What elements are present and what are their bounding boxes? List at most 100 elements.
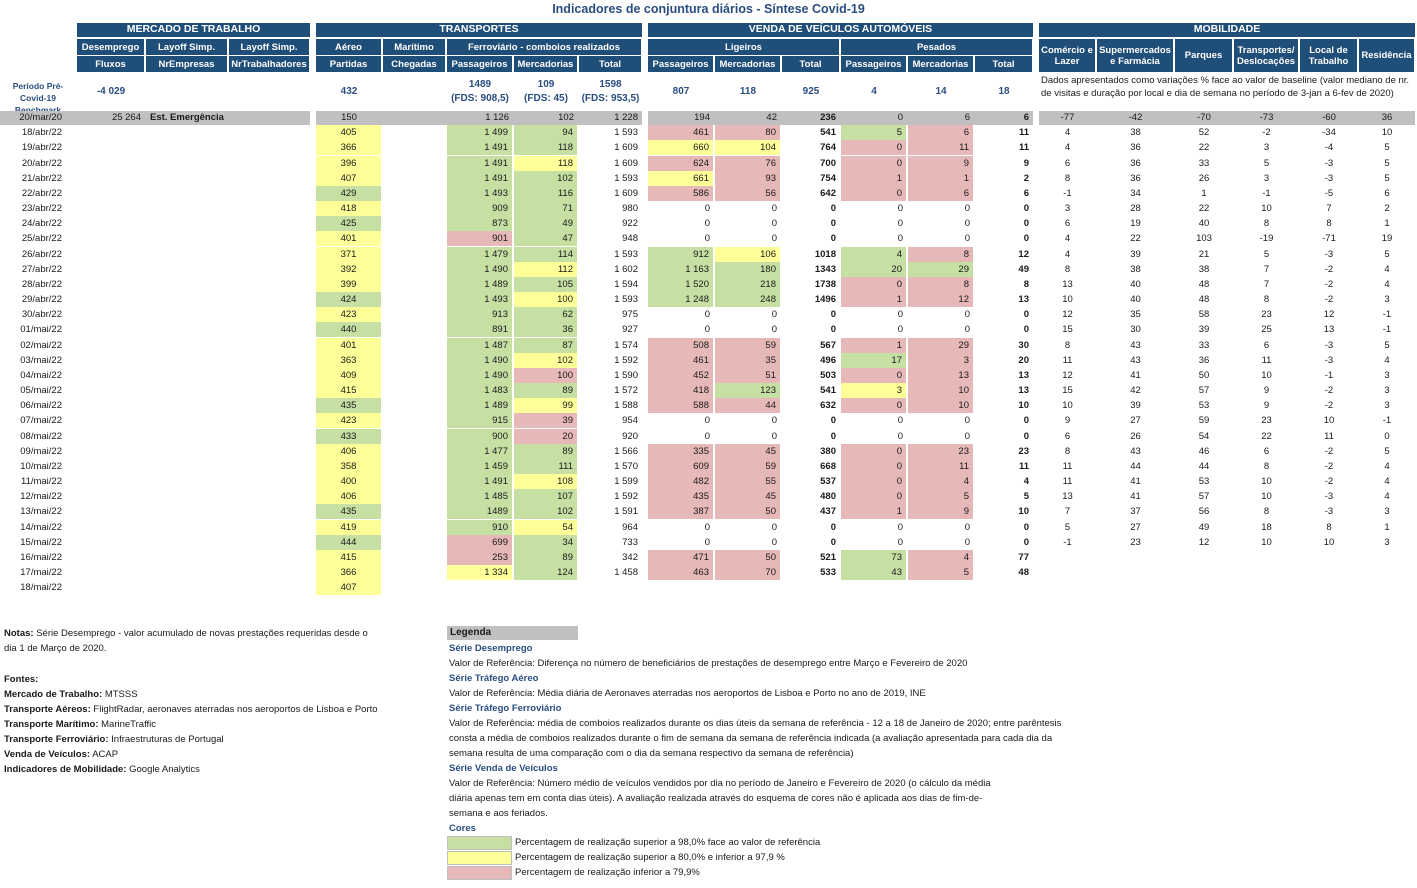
cell-lp: 660 — [648, 140, 714, 155]
cell-fp: 1 483 — [447, 383, 513, 398]
cell-lp: 452 — [648, 368, 714, 383]
cell-mobility: 39 — [1130, 249, 1141, 260]
cell-fm: 111 — [514, 459, 578, 474]
cell-part: 371 — [316, 247, 382, 262]
legend-s1-text: Valor de Referência: Diferença no número… — [449, 658, 968, 669]
cell-mobility: 7 — [1064, 506, 1071, 517]
cell-pt: 10 — [1018, 506, 1029, 517]
cell-lp: 1 520 — [648, 277, 714, 292]
cell-lm: 51 — [715, 368, 781, 383]
cell-mobility: 10 — [1261, 370, 1272, 381]
hdr-desemprego: Desemprego — [77, 39, 145, 55]
cell-part: 425 — [316, 216, 382, 231]
cell-pt: 6 — [1023, 188, 1029, 199]
cell-lt: 0 — [830, 233, 836, 244]
cell-lm: 123 — [715, 383, 781, 398]
cell-part: 423 — [316, 307, 382, 322]
cell-pm: 6 — [908, 125, 974, 140]
cell-lp: 661 — [648, 171, 714, 186]
cell-mobility: 39 — [1198, 324, 1210, 335]
cell-mobility: 48 — [1198, 279, 1210, 290]
cell-ft: 1 566 — [614, 446, 638, 457]
cell-pt: 23 — [1018, 446, 1029, 457]
cell-mobility: 11 — [1261, 355, 1272, 366]
hdr-residencia: Residência — [1359, 39, 1415, 72]
cell-pt: 4 — [1023, 476, 1029, 487]
cell-lm: 0 — [771, 203, 777, 214]
cell-pp: 0 — [841, 368, 907, 383]
cell-lp: 1 163 — [648, 262, 714, 277]
cell-lp: 194 — [694, 112, 710, 123]
cell-mobility: 13 — [1062, 491, 1073, 502]
cell-fm: 94 — [514, 125, 578, 140]
cell-mobility: 26 — [1198, 173, 1210, 184]
cell-part: 366 — [316, 565, 382, 580]
cell-lt: 1496 — [814, 294, 836, 305]
cell-pt: 30 — [1018, 340, 1029, 351]
cell-mobility: 10 — [1261, 476, 1272, 487]
cell-pp: 1 — [841, 292, 907, 307]
cell-mobility: 18 — [1261, 522, 1272, 533]
cell-fm: 89 — [514, 444, 578, 459]
cell-fluxos: 25 264 — [111, 112, 141, 123]
cell-mobility: -2 — [1324, 279, 1334, 290]
cell-mobility: 2 — [1384, 203, 1390, 214]
cell-lt: 700 — [820, 158, 836, 169]
cell-pm: 12 — [908, 292, 974, 307]
cell-part: 358 — [316, 459, 382, 474]
notes-block: Notas: Série Desemprego - valor acumulad… — [4, 626, 404, 656]
cell-pp: 0 — [841, 186, 907, 201]
cell-pt: 9 — [1023, 158, 1029, 169]
cell-lm: 218 — [715, 277, 781, 292]
cell-mobility: 49 — [1198, 522, 1210, 533]
hdr-nrtrabalhadores: NrTrabalhadores — [229, 56, 310, 72]
cell-pp: 0 — [897, 203, 903, 214]
cell-part: 415 — [316, 383, 382, 398]
legend-cores: Cores — [449, 823, 476, 834]
cell-fm: 100 — [514, 368, 578, 383]
benchmark-label: Período Pré-Covid-19 Benchmark — [12, 81, 64, 115]
cell-fp: 1 479 — [447, 247, 513, 262]
hdr-supermercados: Supermercados e Farmácia — [1097, 39, 1174, 72]
cell-mobility: -71 — [1322, 233, 1336, 244]
cell-pm: 9 — [908, 504, 974, 519]
cell-lt: 0 — [830, 309, 836, 320]
cell-ft: 922 — [622, 218, 638, 229]
cell-pm: 29 — [908, 262, 974, 277]
cell-pm: 5 — [908, 565, 974, 580]
cell-mobility: 12 — [1198, 537, 1210, 548]
cell-part: 415 — [316, 550, 382, 565]
cell-pp: 0 — [897, 309, 903, 320]
cell-mobility: 1 — [1201, 188, 1207, 199]
hdr-transportes-desl: Transportes/ Deslocações — [1234, 39, 1299, 72]
source-key: Mercado de Trabalho: — [4, 689, 103, 700]
cell-lm: 180 — [715, 262, 781, 277]
cell-mobility: 4 — [1064, 127, 1071, 138]
cell-pp: 1 — [841, 171, 907, 186]
benchmark-p-merc: 14 — [935, 86, 947, 97]
cell-pm: 10 — [908, 398, 974, 413]
cell-lp: 387 — [648, 504, 714, 519]
cell-mobility: -3 — [1324, 158, 1334, 169]
cell-fm: 99 — [514, 398, 578, 413]
cell-fp: 1 459 — [447, 459, 513, 474]
hdr-p-mercadorias: Mercadorias — [908, 56, 974, 72]
cell-mobility: -1 — [1382, 324, 1392, 335]
legend-block: Série Desemprego Valor de Referência: Di… — [449, 641, 1099, 836]
cell-fm: 71 — [514, 201, 578, 216]
cell-pp: 0 — [897, 233, 903, 244]
cell-mobility: 1 — [1384, 522, 1390, 533]
hdr-p-passageiros: Passageiros — [841, 56, 907, 72]
cell-date: 28/abr/22 — [21, 279, 62, 290]
cell-pp: 0 — [841, 277, 907, 292]
cell-fm: 89 — [514, 383, 578, 398]
cell-mobility: 7 — [1263, 264, 1270, 275]
group-mercado: MERCADO DE TRABALHO — [77, 23, 310, 37]
cell-date: 06/mai/22 — [20, 400, 62, 411]
cell-mobility: 56 — [1198, 506, 1210, 517]
cell-lt: 380 — [820, 446, 836, 457]
cell-pm: 4 — [908, 474, 974, 489]
cell-pt: 0 — [1023, 324, 1029, 335]
cell-mobility: 8 — [1064, 264, 1071, 275]
legend-s4-text3: semana e aos feriados. — [449, 808, 548, 819]
